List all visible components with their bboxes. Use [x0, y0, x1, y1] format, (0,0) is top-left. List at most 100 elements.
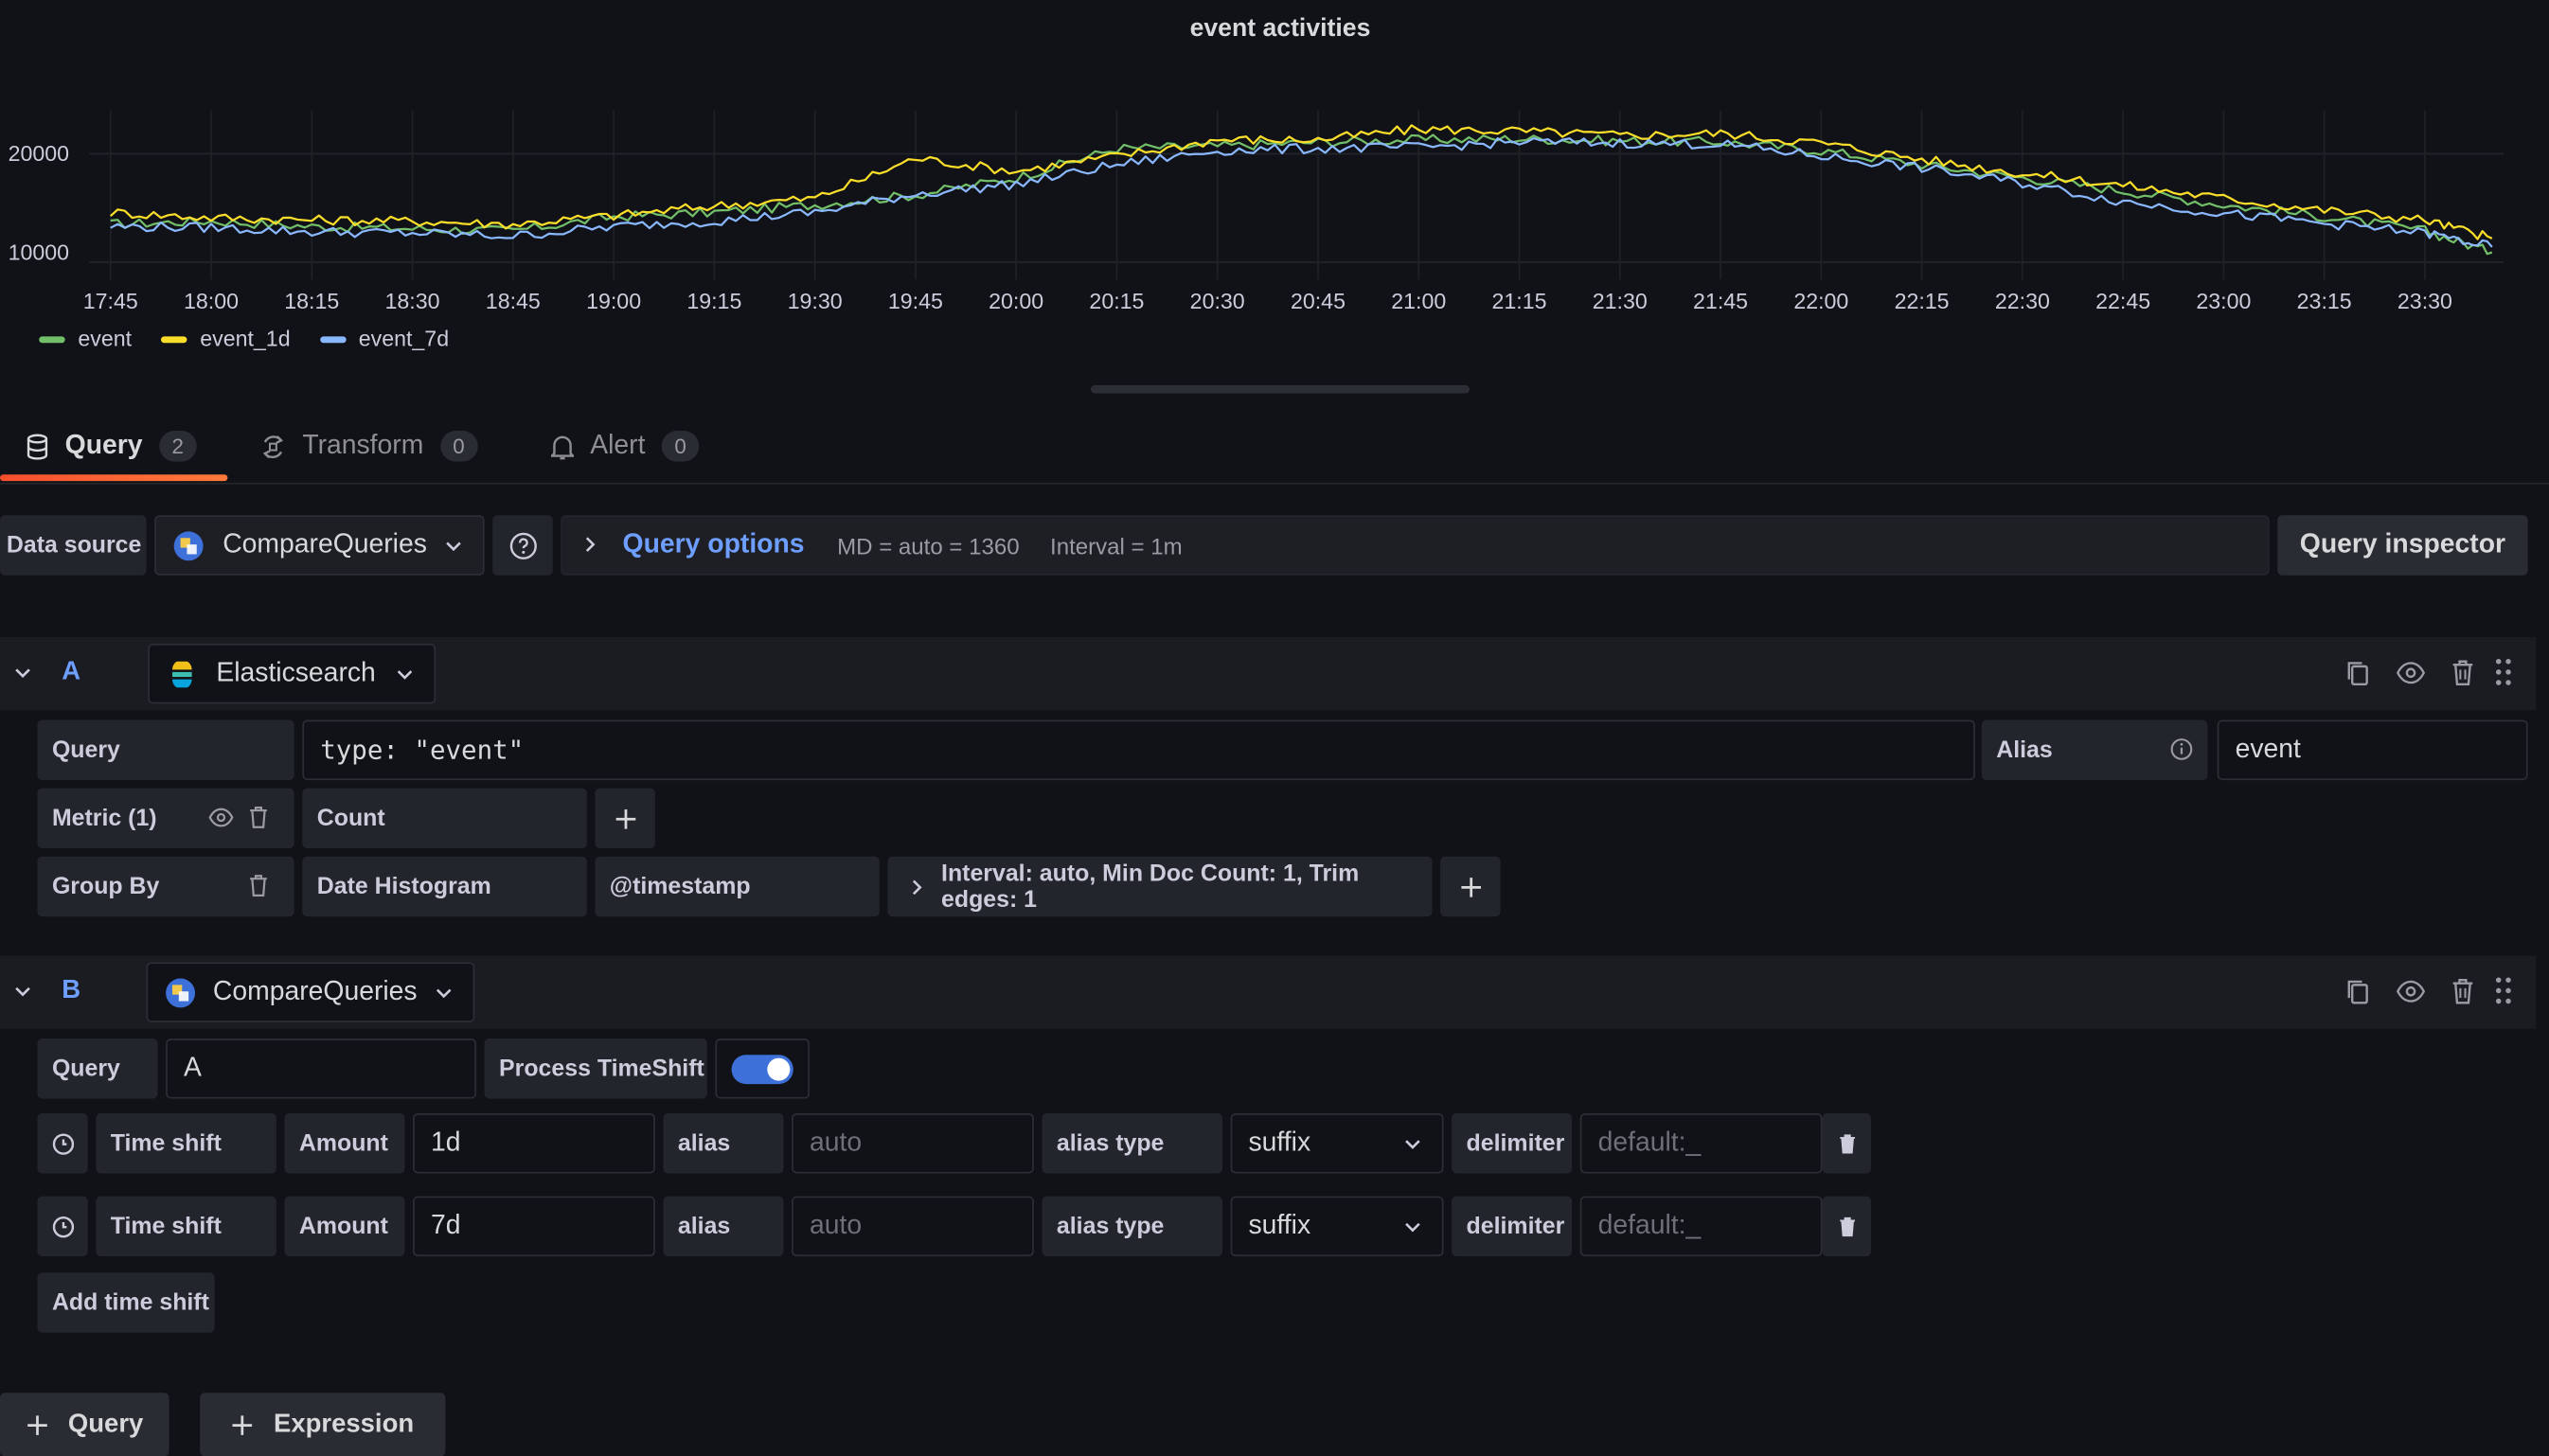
x-tick-label: 19:15 — [686, 289, 742, 314]
series-line-event-1d[interactable] — [109, 124, 2493, 240]
tab-transform[interactable]: Transform 0 — [260, 430, 478, 462]
series-line-event-7d[interactable] — [110, 136, 2493, 248]
trash-icon[interactable] — [249, 873, 269, 897]
query-letter[interactable]: A — [62, 658, 81, 686]
add-time-shift-button[interactable]: Add time shift — [37, 1272, 215, 1333]
x-tick-label: 20:45 — [1290, 289, 1346, 314]
amount-input[interactable]: 7d — [413, 1196, 655, 1257]
tab-count-badge: 0 — [661, 430, 700, 462]
amount-label: Amount — [284, 1113, 405, 1174]
add-expression-button[interactable]: Expression — [200, 1393, 446, 1456]
delimiter-input[interactable]: default:_ — [1579, 1113, 1823, 1174]
bucket-field-select[interactable]: @timestamp — [595, 856, 880, 917]
process-timeshift-toggle[interactable] — [731, 1055, 793, 1085]
time-shift-clock-button[interactable] — [37, 1113, 88, 1174]
duplicate-query-icon[interactable] — [2344, 660, 2370, 685]
series-line-event[interactable] — [110, 133, 2493, 256]
tab-query[interactable]: Query 2 — [26, 430, 197, 462]
x-tick-label: 23:30 — [2397, 289, 2452, 314]
alias-type-select[interactable]: suffix — [1230, 1196, 1444, 1257]
data-source-picker[interactable]: CompareQueries — [154, 515, 485, 576]
query-label: Query — [37, 1039, 158, 1099]
alias-type-label: alias type — [1042, 1113, 1223, 1174]
query-a-lucene-input[interactable]: type: "event" — [302, 719, 1975, 781]
query-inspector-button[interactable]: Query inspector — [2277, 515, 2528, 576]
eye-icon[interactable] — [2396, 662, 2426, 684]
trash-icon — [1838, 1216, 1856, 1237]
bell-icon — [550, 434, 575, 459]
x-tick-label: 19:00 — [586, 289, 642, 314]
x-tick-label: 22:15 — [1894, 289, 1950, 314]
pane-resize-handle[interactable] — [1090, 384, 1470, 394]
legend-item[interactable]: event_7d — [319, 327, 450, 351]
time-shift-clock-button[interactable] — [37, 1196, 88, 1257]
query-ref-input[interactable]: A — [166, 1039, 477, 1099]
delimiter-placeholder: default:_ — [1597, 1128, 1702, 1158]
chevron-down-icon — [1403, 1219, 1423, 1233]
time-series-chart[interactable] — [0, 0, 2549, 284]
delimiter-label: delimiter — [1452, 1113, 1573, 1174]
remove-time-shift-button[interactable] — [1822, 1196, 1872, 1257]
tab-label: Query — [64, 430, 143, 460]
collapse-chevron-icon[interactable] — [13, 666, 33, 680]
x-tick-label: 21:15 — [1491, 289, 1547, 314]
metric-label: Metric (1) — [37, 788, 294, 849]
shift-alias-input[interactable]: auto — [792, 1113, 1034, 1174]
add-metric-button[interactable] — [595, 788, 655, 849]
bucket-settings-toggle[interactable]: Interval: auto, Min Doc Count: 1, Trim e… — [887, 856, 1433, 917]
x-tick-label: 18:15 — [284, 289, 340, 314]
transform-icon — [260, 434, 286, 459]
trash-icon — [1838, 1133, 1856, 1154]
drag-handle-icon[interactable] — [2495, 658, 2511, 685]
eye-icon[interactable] — [208, 808, 234, 827]
legend-label: event_1d — [200, 327, 291, 351]
x-tick-label: 20:00 — [989, 289, 1044, 314]
trash-icon[interactable] — [2451, 658, 2474, 685]
eye-icon[interactable] — [2396, 980, 2426, 1003]
clock-icon — [51, 1132, 74, 1155]
plus-icon — [231, 1413, 254, 1436]
amount-input[interactable]: 1d — [413, 1113, 655, 1174]
time-shift-label: Time shift — [96, 1113, 276, 1174]
bucket-agg-type-select[interactable]: Date Histogram — [302, 856, 587, 917]
info-circle-icon[interactable] — [2170, 737, 2193, 760]
alias-type-select[interactable]: suffix — [1230, 1113, 1444, 1174]
query-letter[interactable]: B — [62, 976, 81, 1004]
tab-alert[interactable]: Alert 0 — [550, 430, 700, 462]
query-a-datasource-picker[interactable]: Elasticsearch — [148, 643, 437, 704]
legend-label: event_7d — [358, 327, 450, 351]
chevron-down-icon — [444, 539, 464, 552]
plus-icon — [26, 1413, 48, 1436]
tab-count-badge: 0 — [439, 430, 478, 462]
chevron-right-icon — [583, 535, 597, 555]
query-options-bar[interactable]: Query options MD = auto = 1360 Interval … — [561, 515, 2270, 576]
duplicate-query-icon[interactable] — [2344, 979, 2370, 1004]
delimiter-input[interactable]: default:_ — [1579, 1196, 1823, 1257]
query-options-label[interactable]: Query options — [622, 529, 805, 559]
shift-alias-input[interactable]: auto — [792, 1196, 1034, 1257]
datasource-name: Elasticsearch — [216, 658, 376, 688]
data-source-help-button[interactable] — [492, 515, 553, 576]
x-tick-label: 21:00 — [1391, 289, 1447, 314]
chart-legend: event event_1d event_7d — [39, 327, 449, 351]
panel-title: event activities — [1189, 14, 1371, 43]
alias-input[interactable]: event — [2217, 719, 2528, 781]
x-tick-label: 19:30 — [787, 289, 843, 314]
drag-handle-icon[interactable] — [2495, 977, 2511, 1004]
comparequeries-logo-icon — [164, 976, 196, 1008]
legend-item[interactable]: event_1d — [161, 327, 291, 351]
trash-icon[interactable] — [249, 805, 269, 829]
collapse-chevron-icon[interactable] — [13, 985, 33, 998]
add-expression-label: Expression — [274, 1410, 415, 1438]
x-tick-label: 18:45 — [485, 289, 541, 314]
comparequeries-logo-icon — [172, 529, 205, 561]
add-bucket-button[interactable] — [1440, 856, 1501, 917]
trash-icon[interactable] — [2451, 977, 2474, 1004]
remove-time-shift-button[interactable] — [1822, 1113, 1872, 1174]
x-tick-label: 22:30 — [1994, 289, 2050, 314]
add-query-button[interactable]: Query — [0, 1393, 169, 1456]
legend-item[interactable]: event — [39, 327, 132, 351]
query-b-datasource-picker[interactable]: CompareQueries — [146, 962, 475, 1022]
metric-type-select[interactable]: Count — [302, 788, 587, 849]
editor-tabs-bar — [0, 415, 2549, 485]
